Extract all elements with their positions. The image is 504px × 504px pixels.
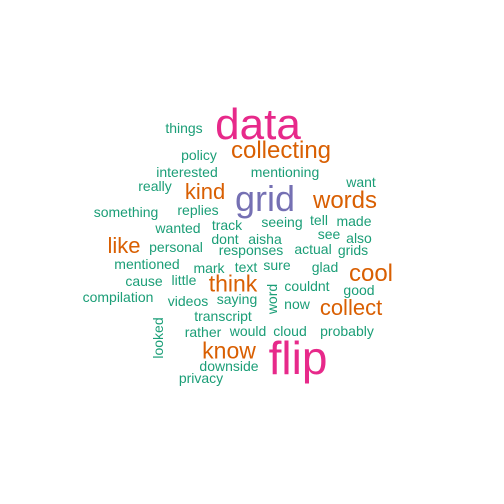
word-really: really <box>138 178 172 194</box>
word-know: know <box>202 337 256 364</box>
word-data: data <box>215 100 301 149</box>
word-little: little <box>171 272 197 288</box>
word-grid: grid <box>234 178 296 219</box>
word-things: things <box>165 120 203 136</box>
word-compilation: compilation <box>82 289 154 305</box>
word-text: text <box>234 259 258 275</box>
word-videos: videos <box>167 293 209 309</box>
word-made: made <box>336 213 372 229</box>
word-personal: personal <box>149 239 203 255</box>
word-responses: responses <box>218 242 284 258</box>
word-would: would <box>229 323 267 339</box>
word-cloud: cloud <box>273 323 307 339</box>
word-tell: tell <box>310 212 328 228</box>
word-think: think <box>208 270 258 297</box>
word-actual: actual <box>294 241 332 257</box>
word-wanted: wanted <box>155 220 201 236</box>
word-dont: dont <box>211 231 239 247</box>
word-probably: probably <box>320 323 374 339</box>
word-now: now <box>284 296 310 312</box>
word-policy: policy <box>181 147 217 163</box>
word-mentioning: mentioning <box>250 164 320 180</box>
word-rather: rather <box>184 324 222 340</box>
word-saying: saying <box>216 291 258 307</box>
word-like: like <box>107 233 141 258</box>
word-kind: kind <box>184 179 226 204</box>
word-interested: interested <box>156 164 218 180</box>
word-looked: looked <box>150 317 166 359</box>
word-aisha: aisha <box>248 231 282 247</box>
word-words: words <box>312 187 378 214</box>
word-glad: glad <box>311 259 339 275</box>
word-see: see <box>317 226 341 242</box>
word-grids: grids <box>337 242 369 258</box>
word-collect: collect <box>319 295 383 320</box>
word-sure: sure <box>263 257 291 273</box>
word-track: track <box>211 217 243 233</box>
word-transcript: transcript <box>194 308 252 324</box>
word-couldnt: couldnt <box>284 278 330 294</box>
word-replies: replies <box>177 202 219 218</box>
word-mentioned: mentioned <box>114 256 180 272</box>
word-downside: downside <box>199 358 259 374</box>
word-cool: cool <box>348 260 394 287</box>
word-also: also <box>346 230 372 246</box>
word-good: good <box>343 282 375 298</box>
word-collecting: collecting <box>230 137 332 164</box>
word-something: something <box>93 204 159 220</box>
word-want: want <box>346 174 376 190</box>
word-mark: mark <box>193 260 225 276</box>
word-flip: flip <box>268 332 328 384</box>
word-word: word <box>264 283 280 315</box>
word-privacy: privacy <box>178 370 224 386</box>
word-seeing: seeing <box>261 214 303 230</box>
word-cause: cause <box>125 273 163 289</box>
